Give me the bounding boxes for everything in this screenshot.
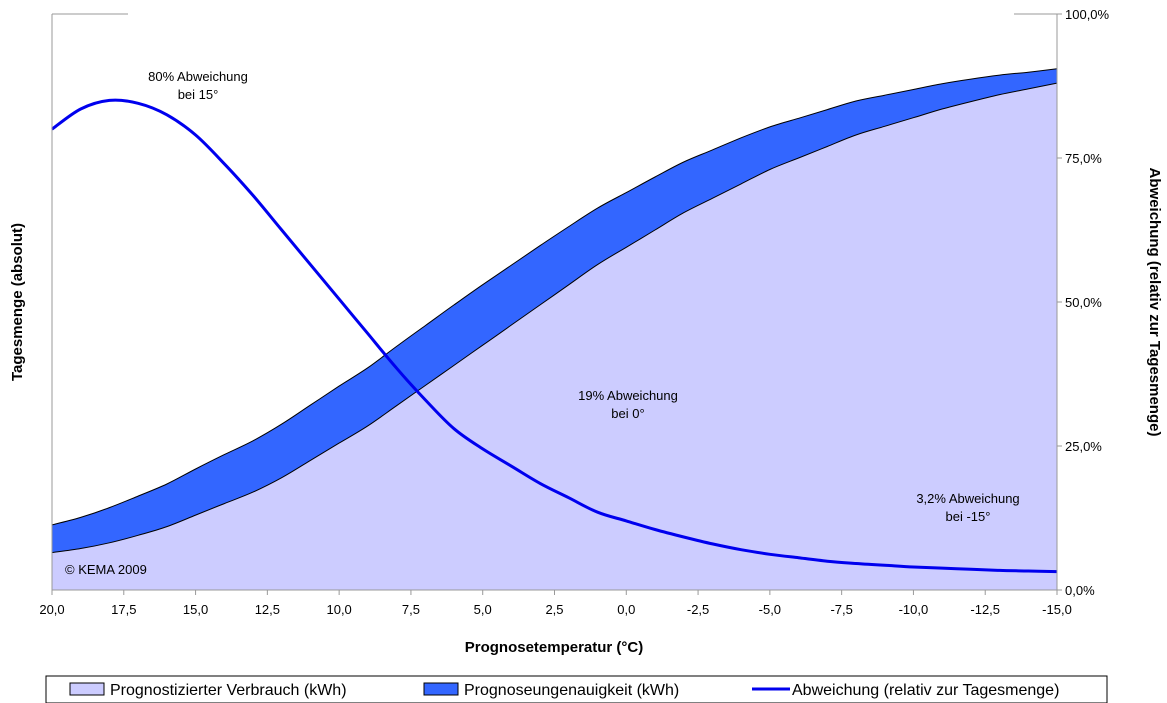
x-tick-label: 12,5 [255, 602, 280, 617]
x-tick-label: -2,5 [687, 602, 709, 617]
x-tick-label: -10,0 [899, 602, 929, 617]
x-tick-label: -5,0 [759, 602, 781, 617]
x-tick-label: -15,0 [1042, 602, 1072, 617]
x-tick-label: -12,5 [970, 602, 1000, 617]
y-right-tick-label: 100,0% [1065, 7, 1110, 22]
x-axis-title: Prognosetemperatur (°C) [465, 639, 644, 656]
y-right-tick-label: 25,0% [1065, 439, 1102, 454]
x-tick-label: -7,5 [830, 602, 852, 617]
y-axis-right: 0,0% 25,0% 50,0% 75,0% 100,0% [1057, 7, 1110, 598]
y-right-tick-label: 50,0% [1065, 295, 1102, 310]
x-tick-label: 10,0 [326, 602, 351, 617]
deviation-line [51, 98, 1058, 574]
y-right-tick-label: 0,0% [1065, 583, 1095, 598]
annotation-19-line2: bei 0° [611, 406, 644, 421]
annotation-19-line1: 19% Abweichung [578, 388, 678, 403]
annotation-3-line1: 3,2% Abweichung [916, 491, 1019, 506]
legend-box [45, 675, 1108, 703]
x-tick-label: 0,0 [617, 602, 635, 617]
annotations: 80% Abweichung bei 15° 19% Abweichung be… [65, 69, 1020, 577]
legend-swatch-inaccuracy [423, 682, 459, 696]
plot-area [51, 14, 1058, 590]
forecast-area [52, 83, 1057, 590]
x-tick-label: 7,5 [402, 602, 420, 617]
x-tick-label: 20,0 [39, 602, 64, 617]
legend-label-inaccuracy: Prognoseungenauigkeit (kWh) [464, 682, 679, 699]
legend-label-deviation: Abweichung (relativ zur Tagesmenge) [792, 682, 1059, 699]
annotation-80-line2: bei 15° [178, 87, 219, 102]
inaccuracy-band [52, 68, 1057, 553]
legend-label-forecast: Prognostizierter Verbrauch (kWh) [110, 682, 347, 699]
x-tick-label: 15,0 [183, 602, 208, 617]
inaccuracy-band-edge [51, 68, 1058, 526]
copyright-label: © KEMA 2009 [65, 562, 147, 577]
legend-swatch-forecast [69, 682, 105, 696]
annotation-3-line2: bei -15° [946, 509, 991, 524]
x-tick-label: 17,5 [111, 602, 136, 617]
x-axis: 20,0 17,5 15,0 12,5 10,0 7,5 5,0 2,5 0,0 -2,5 -5,0… [39, 590, 1072, 617]
x-tick-label: 5,0 [474, 602, 492, 617]
y-right-tick-label: 75,0% [1065, 151, 1102, 166]
legend: Prognostizierter Verbrauch (kWh) Prognos… [45, 675, 1108, 703]
x-tick-label: 2,5 [545, 602, 563, 617]
y-axis-left-title: Tagesmenge (absolut) [9, 223, 26, 381]
annotation-80-line1: 80% Abweichung [148, 69, 248, 84]
forecast-area-edge [51, 82, 1058, 554]
y-axis-right-title: Abweichung (relativ zur Tagesmenge) [1146, 168, 1163, 437]
